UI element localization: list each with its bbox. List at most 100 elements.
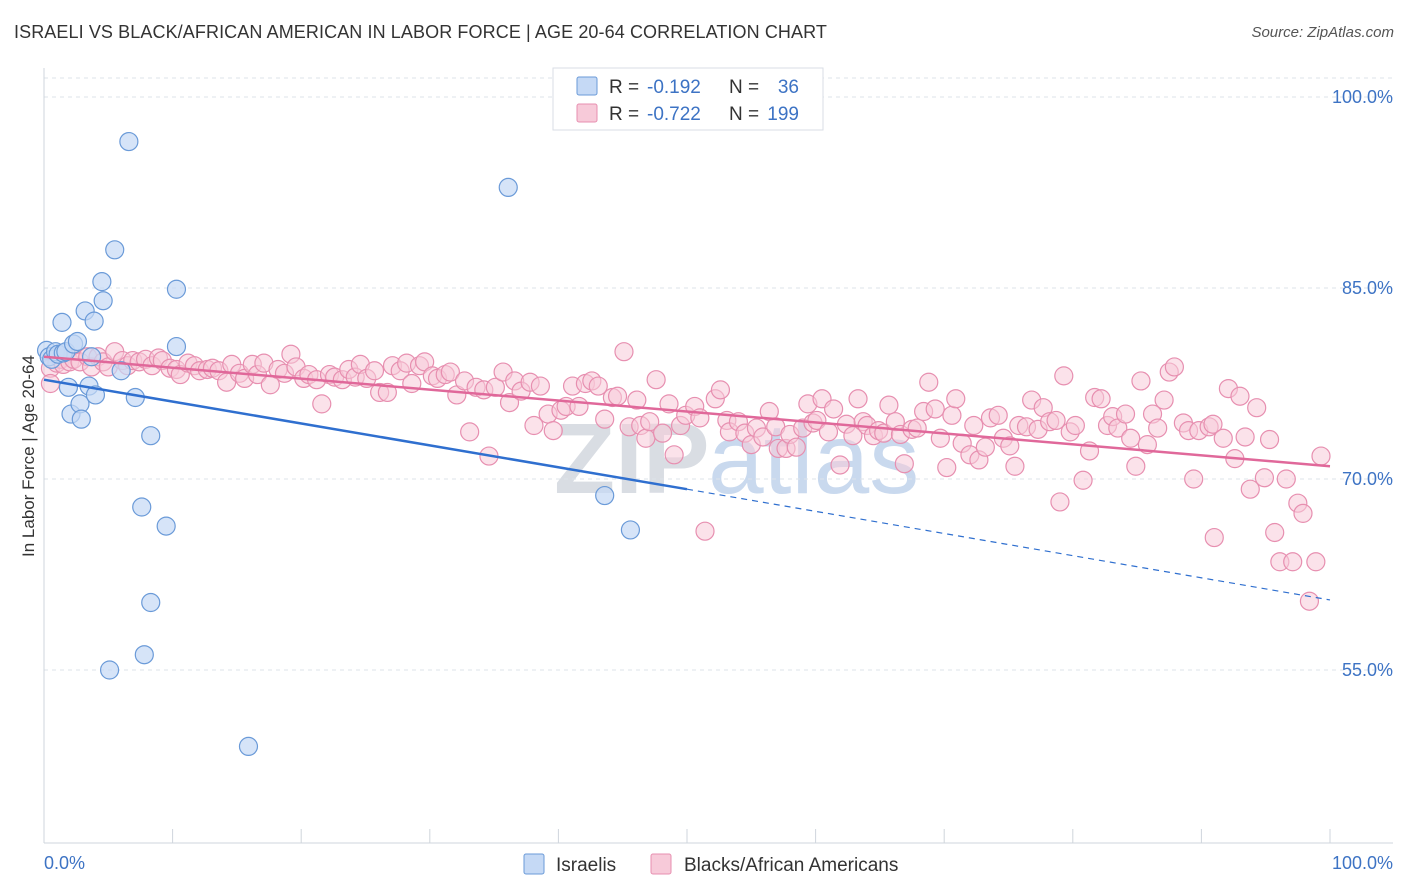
legend-r-value-1: -0.192 [647,77,701,98]
legend: R = -0.192 N = 36 R = -0.722 N = 199 [552,67,824,131]
black-point [1050,492,1070,512]
legend-swatch-israelis [576,76,598,96]
black-point [664,445,684,465]
black-point [1154,390,1174,410]
black-point [919,372,939,392]
black-point [1230,386,1250,406]
bottom-legend-swatch-black [650,853,672,875]
black-point [1247,398,1267,418]
black-point [1293,503,1313,523]
israelis-point [166,336,187,357]
black-point [460,422,480,442]
black-point [40,373,61,394]
black-point [1203,414,1223,434]
black-point [588,376,608,396]
y-tick-label: 85.0% [1342,278,1393,298]
black-point [1054,366,1074,386]
israelis-point [141,426,161,446]
black-point [1311,446,1331,466]
x-ticks [43,829,1331,843]
israelis-point [99,660,120,680]
black-point [1091,389,1111,409]
black-point [818,422,839,442]
black-point [1235,427,1255,447]
black-point [1184,469,1204,489]
black-point [652,423,673,443]
black-point [925,399,945,419]
israelis-point [134,645,154,665]
black-point [1131,371,1151,391]
black-point [879,395,899,415]
black-point [530,376,550,396]
legend-n-label-1: N = [729,77,759,98]
israelis-point [58,377,79,397]
y-tick-label: 55.0% [1342,660,1393,680]
black-point [894,454,914,474]
israelis-point [498,177,518,198]
black-point [848,389,868,409]
bottom-legend-swatch-israelis [523,853,545,875]
israelis-point [156,516,176,536]
black-point [640,412,660,432]
black-point [440,362,460,382]
black-point [1000,436,1020,456]
legend-r-value-2: -0.722 [647,104,701,125]
israelis-point [84,311,104,331]
y-tick-label: 70.0% [1342,469,1393,489]
legend-box [552,67,824,131]
black-point [937,457,957,478]
y-tick-labels: 55.0% 70.0% 85.0% 100.0% [1332,87,1393,680]
israelis-point [52,312,72,332]
black-point [964,415,984,436]
israelis-trend-line [43,378,688,491]
black-point [786,437,806,457]
black-point [988,405,1008,425]
black-point [946,389,966,409]
legend-swatch-black [576,103,598,123]
black-point [1283,552,1303,572]
black-point [1213,428,1233,448]
israelis-point [71,409,91,429]
black-point [614,342,634,362]
black-point [1073,470,1093,490]
black-point [1254,468,1275,488]
y-tick-label: 100.0% [1332,87,1393,107]
israelis-point [141,592,161,613]
israelis-point [67,331,88,352]
israelis-point [166,279,187,299]
israelis-point [81,347,102,367]
black-point [543,421,563,441]
black-point [907,418,927,438]
black-point [807,410,827,431]
legend-r-label-2: R = [609,104,639,125]
source-label: Source: ZipAtlas.com [1251,24,1394,41]
black-point [1046,410,1066,431]
black-point [1204,527,1224,548]
black-point [1005,456,1025,476]
black-point [753,427,773,447]
series-black-points [40,342,1331,611]
black-point [1164,357,1184,377]
israelis-point [132,497,152,517]
series-israelis-points [36,131,641,757]
black-point [607,386,628,406]
black-point [646,370,666,390]
legend-n-label-2: N = [729,104,759,125]
black-point [830,455,850,475]
black-point [1148,418,1168,438]
chart-title: ISRAELI VS BLACK/AFRICAN AMERICAN IN LAB… [14,22,828,42]
bottom-legend: Israelis Blacks/African Americans [523,853,898,876]
black-point [942,405,962,425]
black-point [824,399,844,419]
black-point [1240,479,1260,499]
legend-r-label-1: R = [609,77,639,98]
israelis-point [238,736,259,757]
black-point [1126,456,1146,476]
israelis-point [620,520,641,540]
israelis-point [92,272,112,292]
black-point [1265,522,1285,543]
black-point [364,361,385,381]
israelis-point [119,131,139,152]
trend-lines [43,355,1331,601]
